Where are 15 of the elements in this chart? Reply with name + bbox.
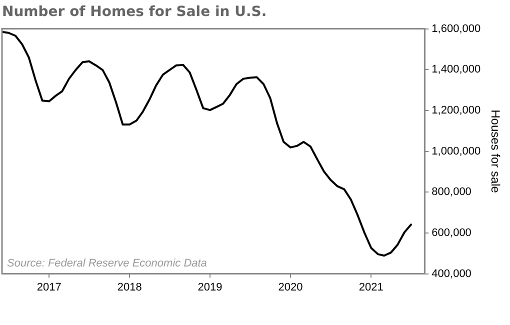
y2-axis-title: Houses for sale [488,110,502,194]
chart-title: Number of Homes for Sale in U.S. [2,4,267,20]
y2-tick-label: 400,000 [432,268,472,280]
x-tick-label: 2018 [117,281,142,294]
x-tick-label: 2021 [358,281,384,294]
annotation: Source: Federal Reserve Economic Data [7,257,207,270]
y2-tick-label: 600,000 [432,227,472,239]
y2-tick-label: 1,200,000 [432,104,481,116]
x-tick-label: 2020 [278,281,303,294]
y2-tick-label: 1,600,000 [432,22,481,35]
y2-tick-label: 1,000,000 [432,145,481,158]
x-tick-label: 2019 [198,281,222,294]
y2-tick-label: 800,000 [432,186,472,198]
x-tick-label: 2017 [36,281,62,294]
y2-tick-label: 1,400,000 [432,64,481,76]
